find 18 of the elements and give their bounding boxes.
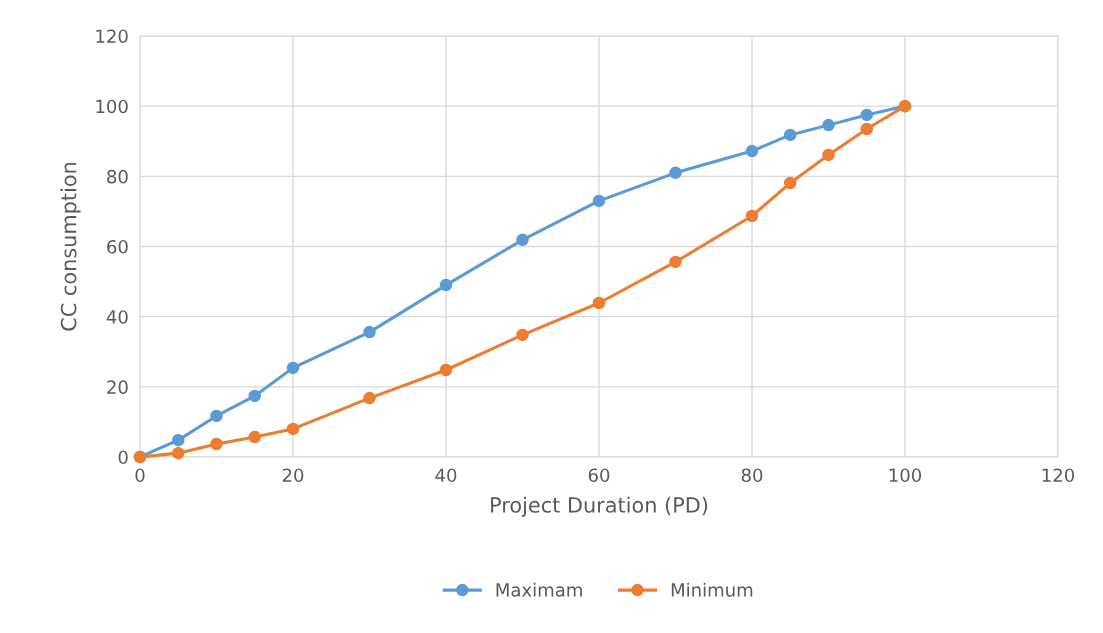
x-tick-label: 80 [741,468,763,483]
y-tick-label: 0 [118,450,128,465]
x-tick-label: 20 [282,468,304,483]
y-tick-label: 20 [107,380,128,394]
y-tick-label: 40 [106,310,128,324]
x-tick-label: 40 [435,468,457,483]
legend-label: Minimum [671,582,753,597]
x-tick-label: 120 [1042,468,1075,483]
x-tick-label: 100 [889,468,922,483]
y-tick-label: 80 [107,169,128,184]
x-tick-label: 0 [135,468,145,483]
x-axis-title: Project Duration (PD) [491,496,708,517]
y-tick-label: 120 [96,29,128,44]
y-axis-title: CC consumption [60,162,81,331]
legend-label: Maximam [496,582,582,597]
x-tick-label: 60 [588,468,610,483]
y-tick-label: 60 [107,239,128,254]
y-tick-label: 100 [96,99,128,114]
